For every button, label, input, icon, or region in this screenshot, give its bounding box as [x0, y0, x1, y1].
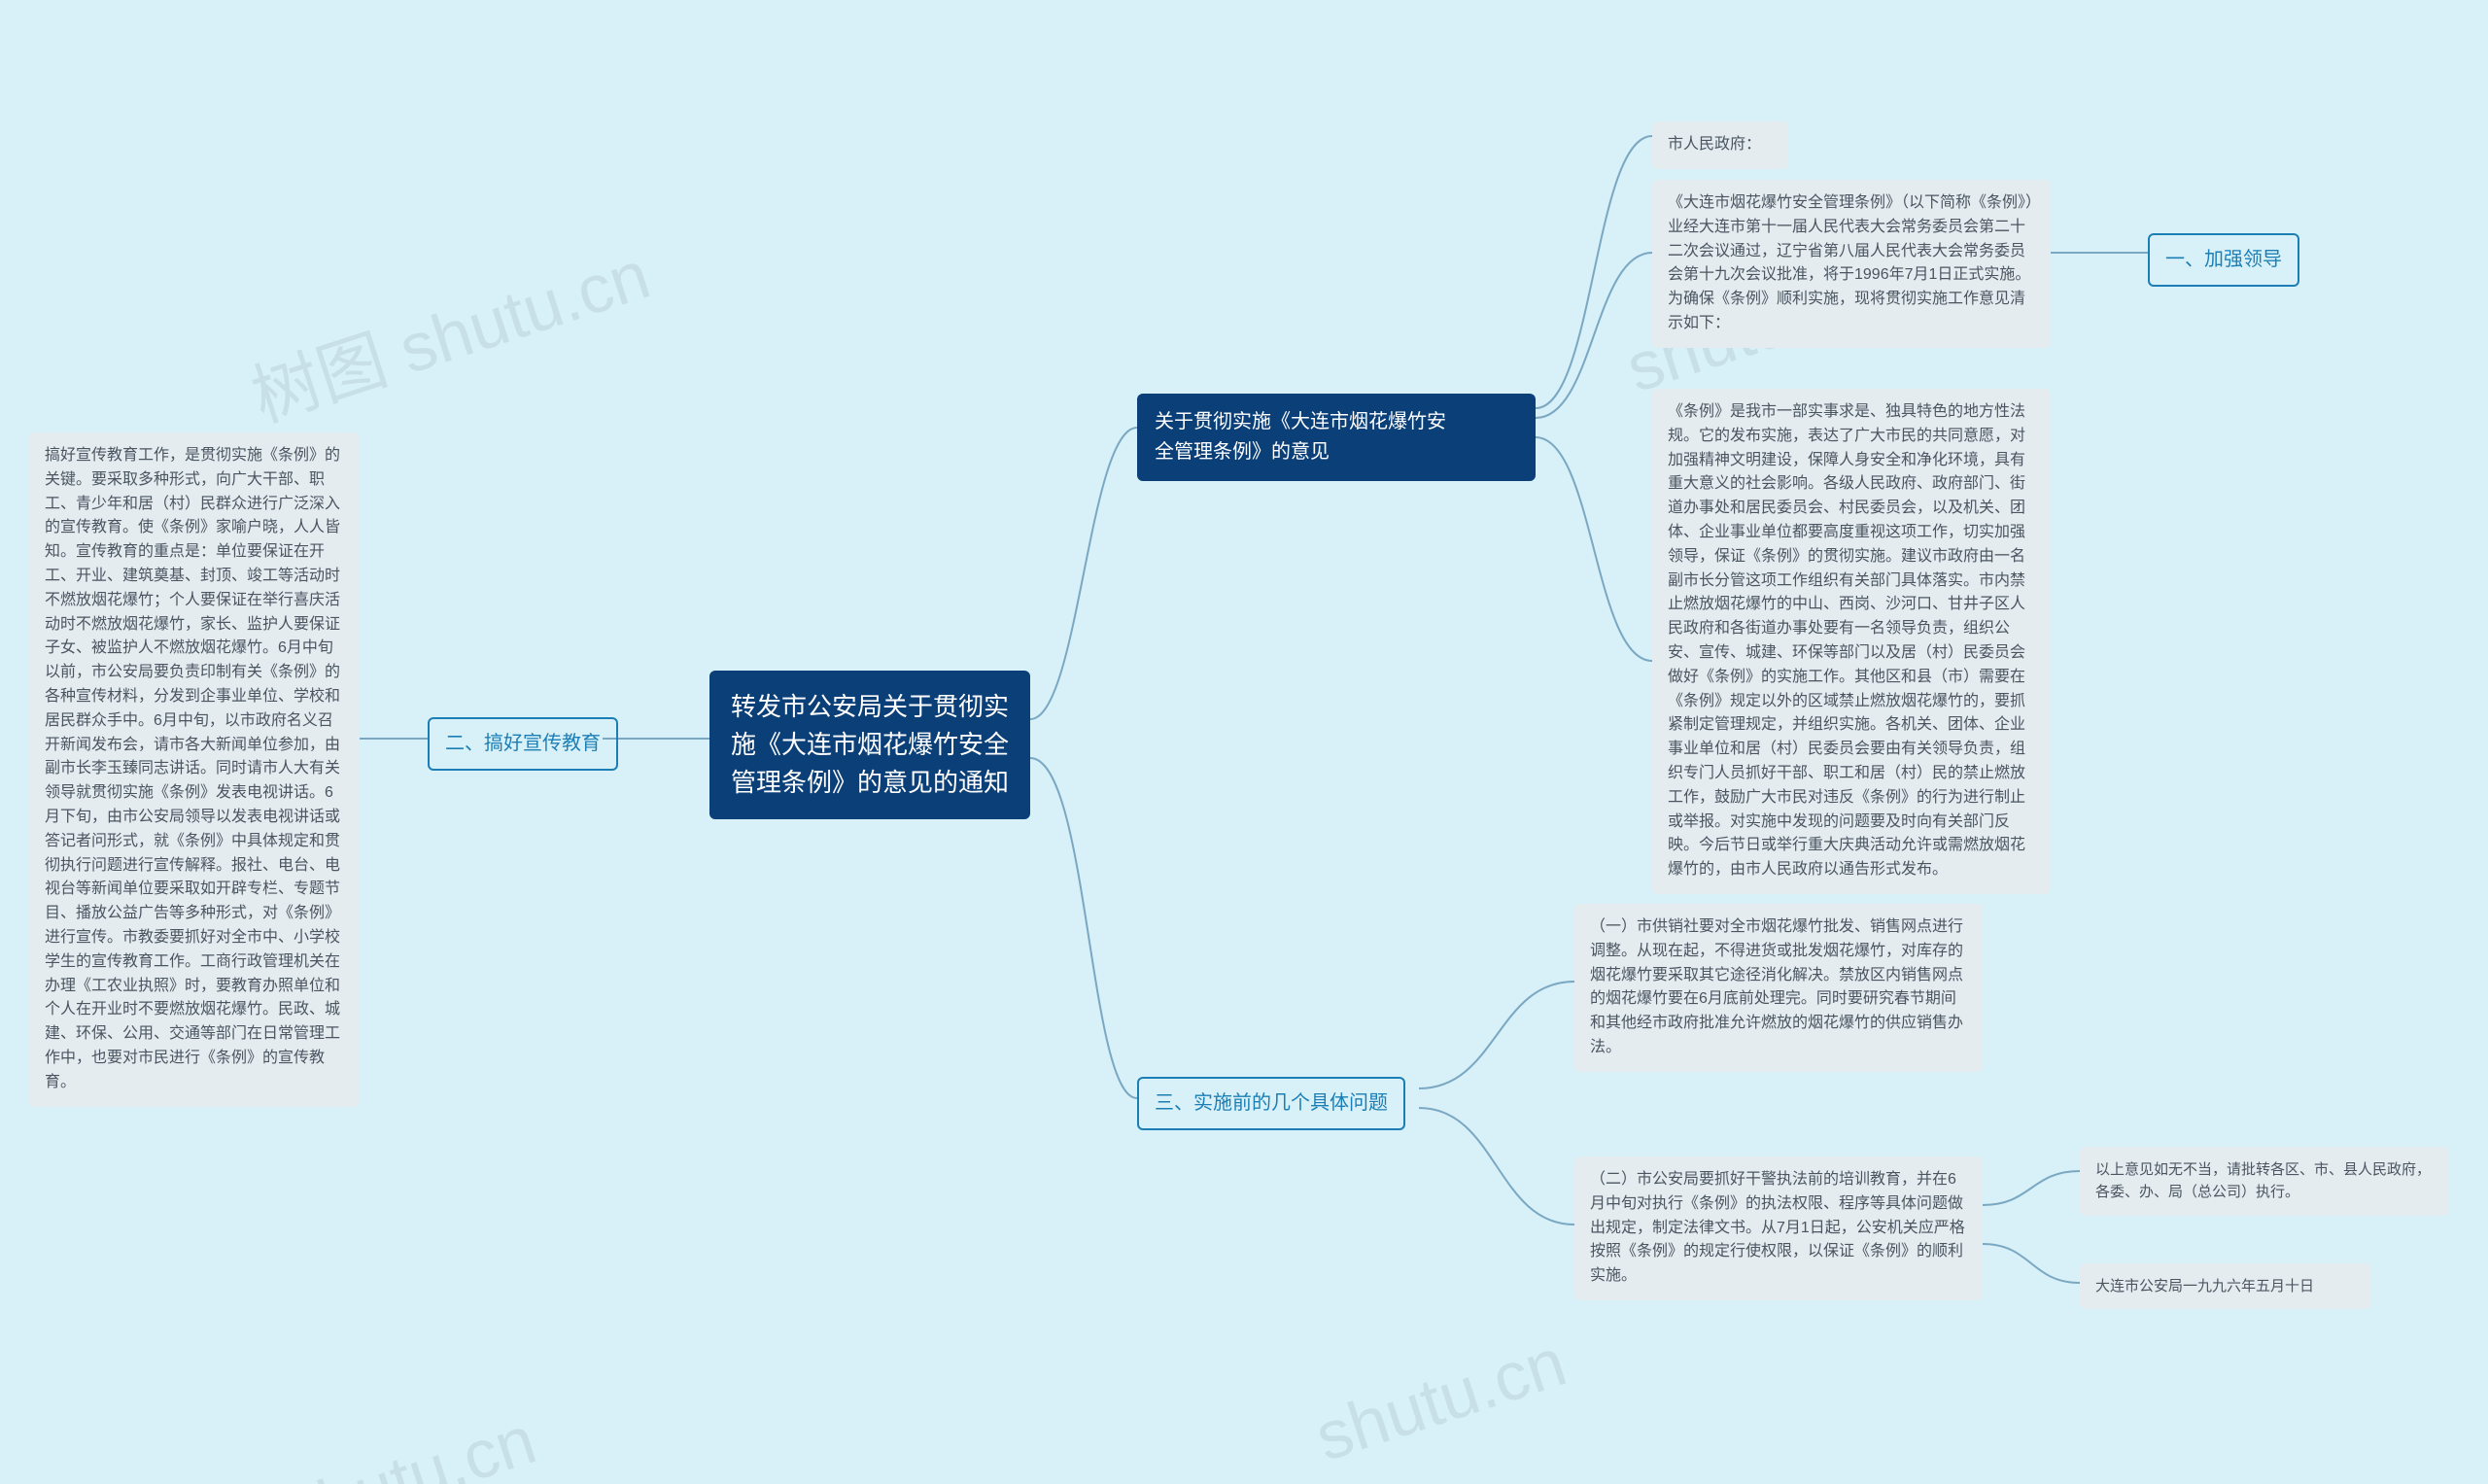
leaf-gov-header: 市人民政府： — [1652, 121, 1788, 169]
leaf-section3-item1: （一）市供销社要对全市烟花爆竹批发、销售网点进行调整。从现在起，不得进货或批发烟… — [1574, 904, 1983, 1072]
branch-section1-label: 关于贯彻实施《大连市烟花爆竹安 全管理条例》的意见 — [1155, 411, 1446, 463]
leaf-leadership-body: 《条例》是我市一部实事求是、独具特色的地方性法规。它的发布实施，表达了广大市民的… — [1652, 389, 2051, 894]
branch-leadership-label: 一、加强领导 — [2165, 249, 2282, 270]
branch-leadership[interactable]: 一、加强领导 — [2148, 233, 2299, 287]
leaf-section3-item2: （二）市公安局要抓好干警执法前的培训教育，并在6月中旬对执行《条例》的执法权限、… — [1574, 1156, 1983, 1300]
leaf-section3-item1-text: （一）市供销社要对全市烟花爆竹批发、销售网点进行调整。从现在起，不得进货或批发烟… — [1590, 918, 1963, 1055]
leaf-closing1: 以上意见如无不当，请批转各区、市、县人民政府，各委、办、局（总公司）执行。 — [2080, 1147, 2449, 1216]
root-label: 转发市公安局关于贯彻实 施《大连市烟花爆竹安全 管理条例》的意见的通知 — [731, 692, 1009, 797]
leaf-intro-text: 《大连市烟花爆竹安全管理条例》（以下简称《条例》）业经大连市第十一届人民代表大会… — [1668, 194, 2033, 331]
leaf-closing2-text: 大连市公安局一九九六年五月十日 — [2095, 1278, 2314, 1294]
root-node[interactable]: 转发市公安局关于贯彻实 施《大连市烟花爆竹安全 管理条例》的意见的通知 — [709, 671, 1030, 819]
leaf-section3-item2-text: （二）市公安局要抓好干警执法前的培训教育，并在6月中旬对执行《条例》的执法权限、… — [1590, 1171, 1965, 1284]
branch-section2[interactable]: 二、搞好宣传教育 — [428, 717, 618, 771]
branch-section3-label: 三、实施前的几个具体问题 — [1155, 1092, 1388, 1114]
branch-section1[interactable]: 关于贯彻实施《大连市烟花爆竹安 全管理条例》的意见 — [1137, 394, 1536, 481]
leaf-closing1-text: 以上意见如无不当，请批转各区、市、县人民政府，各委、办、局（总公司）执行。 — [2095, 1161, 2431, 1200]
watermark: shutu.cn — [1306, 1323, 1574, 1476]
watermark: shutu.cn — [276, 1400, 544, 1484]
branch-section3[interactable]: 三、实施前的几个具体问题 — [1137, 1077, 1405, 1130]
leaf-gov-header-text: 市人民政府： — [1668, 136, 1761, 153]
watermark: 树图 shutu.cn — [238, 221, 661, 441]
leaf-section2-body: 搞好宣传教育工作，是贯彻实施《条例》的关键。要采取多种形式，向广大干部、职工、青… — [29, 432, 360, 1107]
connector-layer — [0, 0, 2488, 1484]
branch-section2-label: 二、搞好宣传教育 — [445, 733, 601, 754]
leaf-leadership-body-text: 《条例》是我市一部实事求是、独具特色的地方性法规。它的发布实施，表达了广大市民的… — [1668, 403, 2025, 878]
leaf-section2-body-text: 搞好宣传教育工作，是贯彻实施《条例》的关键。要采取多种形式，向广大干部、职工、青… — [45, 447, 340, 1090]
leaf-closing2: 大连市公安局一九九六年五月十日 — [2080, 1263, 2371, 1309]
leaf-intro: 《大连市烟花爆竹安全管理条例》（以下简称《条例》）业经大连市第十一届人民代表大会… — [1652, 180, 2051, 348]
